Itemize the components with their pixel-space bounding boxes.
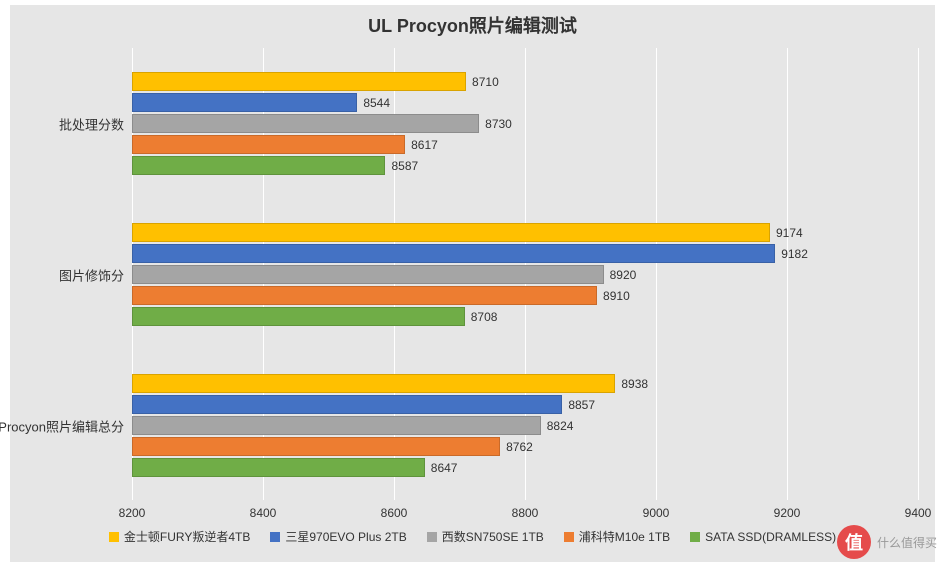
- bar-fill: [132, 93, 357, 112]
- legend-item: 西数SN750SE 1TB: [427, 528, 544, 545]
- bar-value-label: 8824: [541, 419, 574, 433]
- bar: 8857: [132, 395, 562, 414]
- chart-container: UL Procyon照片编辑测试 82008400860088009000920…: [0, 0, 945, 567]
- bar: 8730: [132, 114, 479, 133]
- legend-item: 金士顿FURY叛逆者4TB: [109, 528, 250, 545]
- legend-item: 浦科特M10e 1TB: [564, 528, 670, 545]
- x-axis-tick: 9000: [643, 500, 670, 520]
- bar-fill: [132, 223, 770, 242]
- category-label: 批处理分数: [59, 114, 132, 133]
- x-axis-tick: 9400: [905, 500, 932, 520]
- legend-swatch: [564, 532, 574, 542]
- gridline: [918, 48, 919, 500]
- chart-title: UL Procyon照片编辑测试: [0, 12, 945, 38]
- bar-fill: [132, 156, 385, 175]
- x-axis-tick: 8400: [250, 500, 277, 520]
- bar-fill: [132, 72, 466, 91]
- bar: 8824: [132, 416, 541, 435]
- bar: 8647: [132, 458, 425, 477]
- category-label: 图片修饰分: [59, 265, 132, 284]
- bar: 8710: [132, 72, 466, 91]
- bar-value-label: 8587: [385, 159, 418, 173]
- bar-value-label: 8762: [500, 440, 533, 454]
- bar-value-label: 9174: [770, 226, 803, 240]
- legend-swatch: [427, 532, 437, 542]
- bar-fill: [132, 416, 541, 435]
- bar-value-label: 8730: [479, 117, 512, 131]
- bar-value-label: 8617: [405, 138, 438, 152]
- bar-fill: [132, 265, 604, 284]
- bar-value-label: 8710: [466, 75, 499, 89]
- watermark-text: 什么值得买: [877, 534, 937, 551]
- bar: 8617: [132, 135, 405, 154]
- bar-value-label: 8647: [425, 461, 458, 475]
- gridline: [656, 48, 657, 500]
- bar-value-label: 8544: [357, 96, 390, 110]
- bar: 9174: [132, 223, 770, 242]
- bar: 9182: [132, 244, 775, 263]
- plot-area: 8200840086008800900092009400批处理分数8710854…: [132, 48, 918, 500]
- legend-label: SATA SSD(DRAMLESS): [705, 530, 836, 544]
- x-axis-tick: 8600: [381, 500, 408, 520]
- watermark-badge: 值: [837, 525, 871, 559]
- watermark: 值 什么值得买: [837, 525, 937, 559]
- bar: 8920: [132, 265, 604, 284]
- x-axis-tick: 8200: [119, 500, 146, 520]
- bar-fill: [132, 286, 597, 305]
- legend-label: 三星970EVO Plus 2TB: [285, 528, 406, 545]
- legend-swatch: [690, 532, 700, 542]
- bar-fill: [132, 458, 425, 477]
- legend-swatch: [270, 532, 280, 542]
- bar-value-label: 8708: [465, 310, 498, 324]
- bar-fill: [132, 135, 405, 154]
- bar: 8587: [132, 156, 385, 175]
- bar: 8910: [132, 286, 597, 305]
- x-axis-tick: 9200: [774, 500, 801, 520]
- bar-value-label: 8938: [615, 377, 648, 391]
- bar: 8762: [132, 437, 500, 456]
- legend-item: 三星970EVO Plus 2TB: [270, 528, 406, 545]
- legend: 金士顿FURY叛逆者4TB 三星970EVO Plus 2TB 西数SN750SE …: [0, 528, 945, 545]
- legend-swatch: [109, 532, 119, 542]
- bar: 8708: [132, 307, 465, 326]
- category-label: Procyon照片编辑总分: [0, 416, 132, 435]
- legend-label: 西数SN750SE 1TB: [442, 528, 544, 545]
- bar: 8938: [132, 374, 615, 393]
- bar-fill: [132, 395, 562, 414]
- bar-value-label: 8857: [562, 398, 595, 412]
- bar: 8544: [132, 93, 357, 112]
- bar-fill: [132, 244, 775, 263]
- legend-label: 金士顿FURY叛逆者4TB: [124, 528, 250, 545]
- bar-value-label: 9182: [775, 247, 808, 261]
- bar-fill: [132, 114, 479, 133]
- bar-value-label: 8920: [604, 268, 637, 282]
- x-axis-tick: 8800: [512, 500, 539, 520]
- gridline: [787, 48, 788, 500]
- bar-fill: [132, 374, 615, 393]
- bar-fill: [132, 437, 500, 456]
- bar-fill: [132, 307, 465, 326]
- legend-label: 浦科特M10e 1TB: [579, 528, 670, 545]
- legend-item: SATA SSD(DRAMLESS): [690, 530, 836, 544]
- bar-value-label: 8910: [597, 289, 630, 303]
